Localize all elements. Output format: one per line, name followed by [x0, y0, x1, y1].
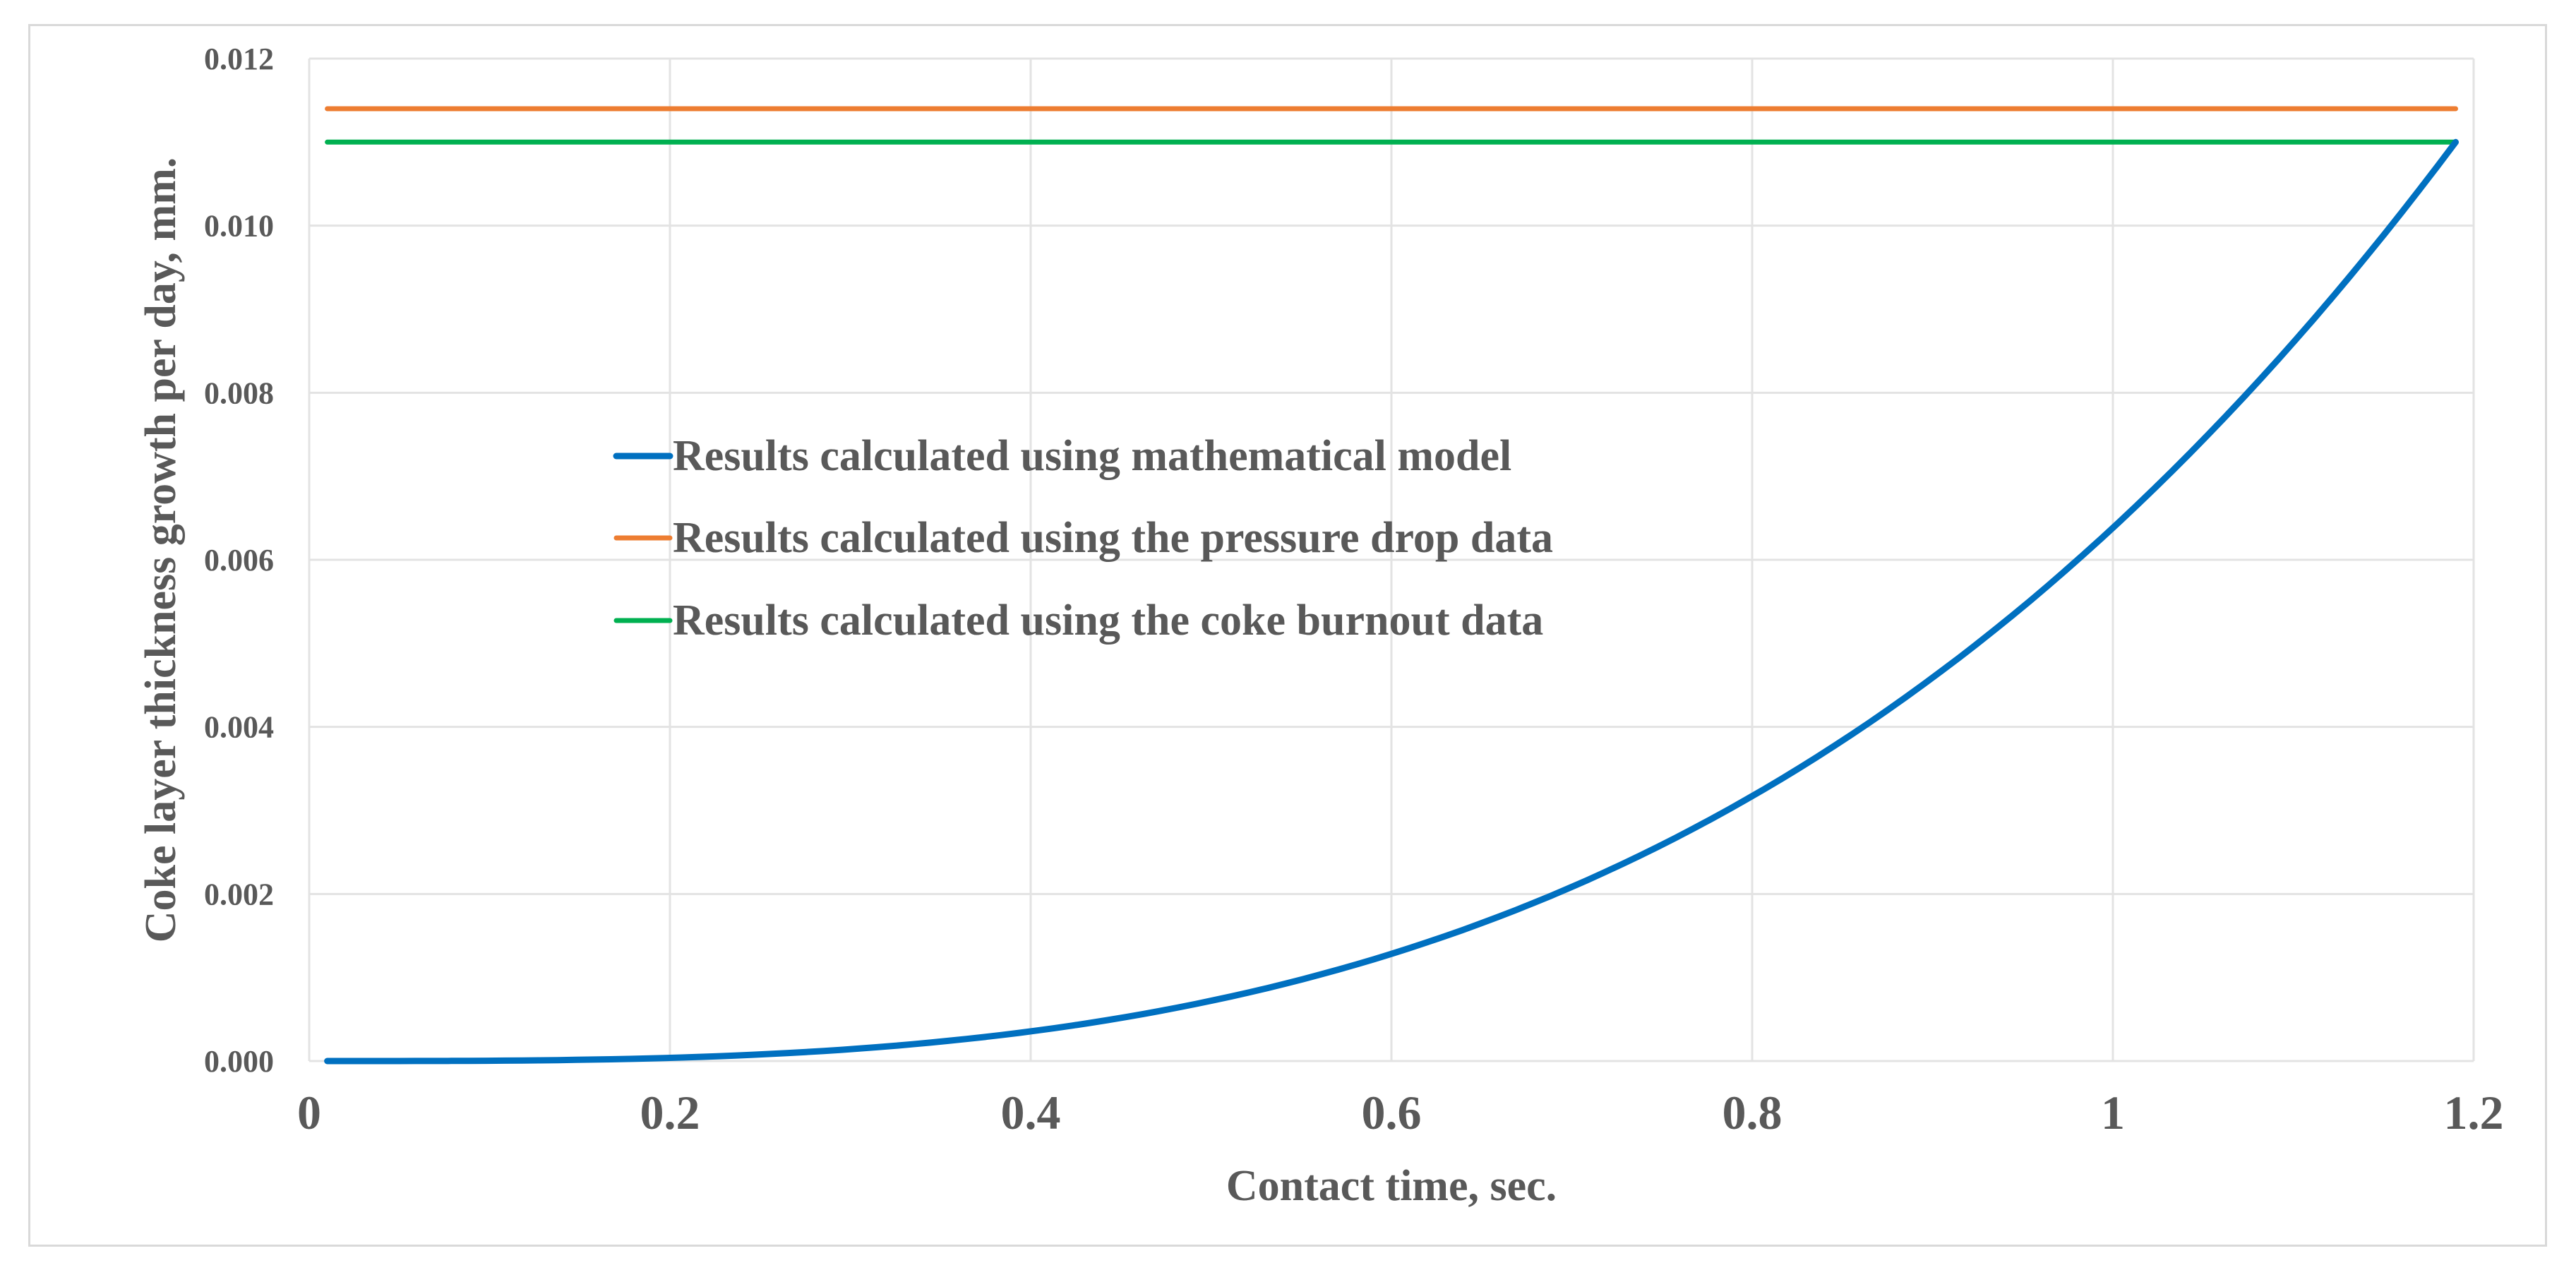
- legend-label-pressure-drop: Results calculated using the pressure dr…: [673, 514, 1553, 562]
- y-axis-title: Coke layer thickness growth per day, mm.: [137, 157, 185, 943]
- tick-layer: 0.000 0.002 0.004 0.006 0.008 0.010 0.012 0 0.2 0…: [204, 42, 2504, 1139]
- y-tick-label: 0.010: [204, 209, 274, 244]
- y-tick-label: 0.008: [204, 376, 274, 410]
- x-axis-title: Contact time, sec.: [1226, 1162, 1557, 1210]
- grid-layer: [308, 57, 2475, 1062]
- x-tick-label: 0.6: [1362, 1086, 1422, 1139]
- series-layer: [324, 106, 2459, 1065]
- x-tick-label: 0.8: [1723, 1086, 1783, 1139]
- x-tick-label: 0.4: [1001, 1086, 1061, 1139]
- chart-svg: 0.000 0.002 0.004 0.006 0.008 0.010 0.012 0 0.2 0…: [137, 42, 2504, 1210]
- y-tick-label: 0.004: [204, 710, 274, 745]
- legend: Results calculated using mathematical mo…: [613, 432, 1553, 645]
- x-tick-label: 0: [297, 1086, 321, 1139]
- chart-frame: 0.000 0.002 0.004 0.006 0.008 0.010 0.012 0 0.2 0…: [28, 24, 2547, 1247]
- y-tick-label: 0.006: [204, 543, 274, 577]
- legend-label-coke-burnout: Results calculated using the coke burnou…: [673, 597, 1543, 645]
- series-line-model: [324, 138, 2459, 1065]
- legend-label-model: Results calculated using mathematical mo…: [673, 432, 1511, 480]
- x-tick-label: 0.2: [640, 1086, 700, 1139]
- y-tick-label: 0.002: [204, 877, 274, 911]
- x-tick-label: 1: [2101, 1086, 2125, 1139]
- y-tick-label: 0.012: [204, 42, 274, 76]
- x-tick-label: 1.2: [2444, 1086, 2504, 1139]
- y-tick-label: 0.000: [204, 1044, 274, 1079]
